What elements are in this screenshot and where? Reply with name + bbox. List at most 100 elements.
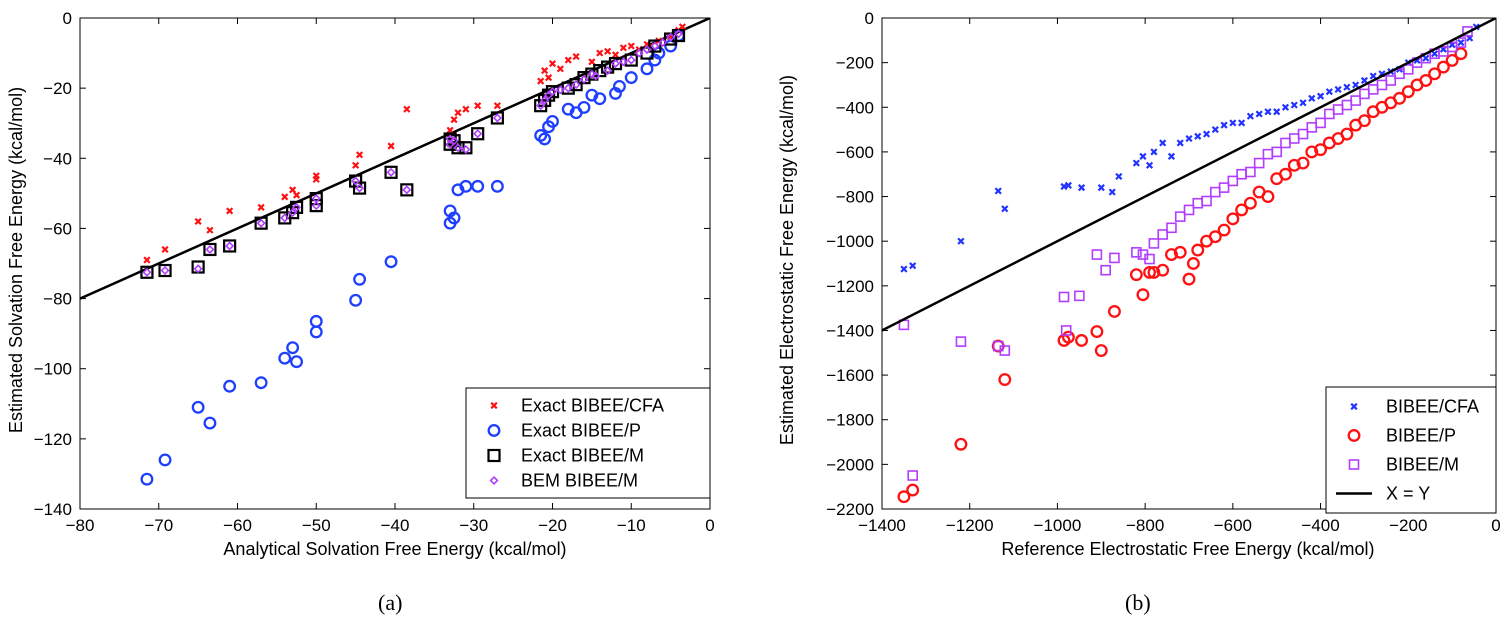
- chart-a-point-o: [490, 179, 504, 193]
- chart-a-point-o: [290, 355, 304, 369]
- chart-a-point-x: [678, 23, 687, 31]
- chart-b-point-o: [1226, 212, 1240, 226]
- chart-a-point-o: [538, 132, 552, 146]
- chart-a-point-diamond: [492, 113, 502, 123]
- chart-a-point-diamond: [618, 57, 628, 67]
- chart-a-point-square: [352, 181, 367, 195]
- chart-b-point-x: [1108, 188, 1116, 196]
- chart-a-point-square: [569, 78, 583, 92]
- chart-b-point-x: [1167, 152, 1176, 160]
- chart-a-legend-label: Exact BIBEE/M: [521, 446, 644, 466]
- chart-a-point-diamond: [402, 185, 412, 195]
- chart-b-point-x: [1229, 119, 1237, 127]
- chart-b-xtick-label: −800: [1126, 516, 1164, 535]
- chart-a-point-x: [493, 102, 501, 110]
- chart-b-ytick-label: −2200: [826, 500, 874, 519]
- chart-a-point-square: [309, 199, 323, 213]
- chart-a-point-diamond: [280, 213, 290, 223]
- chart-b-point-x: [1343, 83, 1351, 91]
- chart-b-point-o: [1445, 53, 1459, 67]
- chart-a-point-o: [223, 379, 237, 393]
- chart-b-point-o: [1454, 47, 1468, 61]
- chart-a-legend: [465, 387, 711, 499]
- chart-b-ytick-label: −200: [836, 54, 874, 73]
- chart-a-point-diamond: [473, 129, 483, 139]
- chart-b-point-o: [1235, 203, 1249, 217]
- chart-b-point-square: [1455, 37, 1467, 48]
- chart-b-point-o: [1061, 330, 1075, 344]
- chart-a-ytick-label: −40: [43, 149, 72, 168]
- chart-b-point-o: [1090, 325, 1104, 339]
- chart-a-point-square: [349, 174, 363, 188]
- chart-a-point-x: [611, 51, 620, 59]
- chart-a-point-x: [627, 42, 635, 50]
- chart-b-xtick-label: −200: [1389, 516, 1427, 535]
- chart-a-point-diamond: [563, 83, 573, 93]
- chart-b-point-square: [1218, 182, 1230, 193]
- chart-b-point-x: [1202, 130, 1211, 138]
- chart-a-point-square: [309, 192, 323, 206]
- chart-b-point-o: [1156, 263, 1170, 277]
- chart-b-point-square: [1131, 247, 1142, 258]
- chart-a-legend-label: Exact BIBEE/CFA: [521, 396, 664, 416]
- chart-a-xtick-label: −20: [538, 516, 567, 535]
- chart-a-point-x: [619, 44, 627, 52]
- chart-b-point-x: [1115, 172, 1123, 181]
- chart-a-point-diamond: [634, 48, 644, 58]
- chart-b-point-o: [1173, 245, 1187, 259]
- chart-a-point-diamond: [555, 85, 565, 95]
- chart-b-point-x: [1299, 99, 1307, 107]
- chart-b-point-square: [999, 345, 1011, 356]
- chart-b-point-o: [1191, 243, 1205, 257]
- chart-b-point-x: [1077, 184, 1086, 192]
- chart-b-point-x: [900, 265, 908, 273]
- chart-a-ytick-label: −20: [43, 79, 72, 98]
- chart-a-point-x: [387, 142, 395, 150]
- chart-b-xtick-label: −1000: [1034, 516, 1082, 535]
- chart-b-point-o: [1261, 190, 1275, 203]
- chart-b-point-o: [1094, 344, 1108, 357]
- chart-b-point-x: [1360, 76, 1369, 85]
- chart-b-point-square: [1058, 291, 1070, 303]
- chart-b-point-square: [1091, 249, 1103, 260]
- chart-b-point-o: [1436, 60, 1450, 74]
- chart-a-point-x: [292, 191, 301, 199]
- chart-b-point-o: [954, 437, 968, 451]
- chart-a-point-diamond: [311, 201, 321, 211]
- chart-a-point-square: [384, 165, 398, 179]
- chart-b-point-x: [1150, 148, 1158, 156]
- chart-b-point-o: [1107, 305, 1121, 318]
- chart-b-point-x: [957, 237, 965, 245]
- chart-a-point-o: [447, 211, 461, 225]
- chart-a-point-diamond: [256, 218, 266, 228]
- chart-b-point-square: [1174, 211, 1186, 222]
- chart-b-point-x: [1273, 108, 1281, 116]
- chart-b-xlabel: Reference Electrostatic Free Energy (kca…: [1001, 539, 1374, 559]
- chart-a-point-square: [140, 265, 154, 279]
- chart-b-point-x: [909, 262, 917, 270]
- chart-b-point-square: [1157, 229, 1168, 240]
- chart-a-point-square: [203, 242, 217, 257]
- chart-b-point-o: [1147, 265, 1161, 279]
- chart-a-point-diamond: [650, 41, 660, 51]
- chart-b-point-x: [1211, 126, 1219, 134]
- chart-b-point-square: [907, 470, 918, 481]
- chart-a-point-o: [471, 179, 485, 193]
- chart-a-point-x: [541, 67, 549, 75]
- chart-a-point-diamond: [673, 29, 684, 39]
- chart-b-point-o: [1217, 223, 1231, 237]
- chart-a-xtick-label: −60: [223, 516, 252, 535]
- chart-a-point-x: [257, 203, 265, 211]
- chart-b-point-square: [955, 336, 967, 347]
- chart-a-point-square: [254, 216, 268, 230]
- chart-a-point-diamond: [536, 101, 546, 111]
- chart-a-point-x: [537, 77, 545, 85]
- chart-a: Estimated Solvation Free Energy (kcal/mo…: [6, 9, 715, 559]
- chart-b-point-o: [998, 373, 1012, 387]
- chart-a-legend-label: Exact BIBEE/P: [521, 421, 641, 441]
- chart-a-point-x: [446, 126, 454, 134]
- chart-a-legend-swatch-x: [490, 401, 498, 410]
- chart-a-ytick-label: −120: [34, 430, 72, 449]
- chart-b-xtick-label: −400: [1301, 516, 1339, 535]
